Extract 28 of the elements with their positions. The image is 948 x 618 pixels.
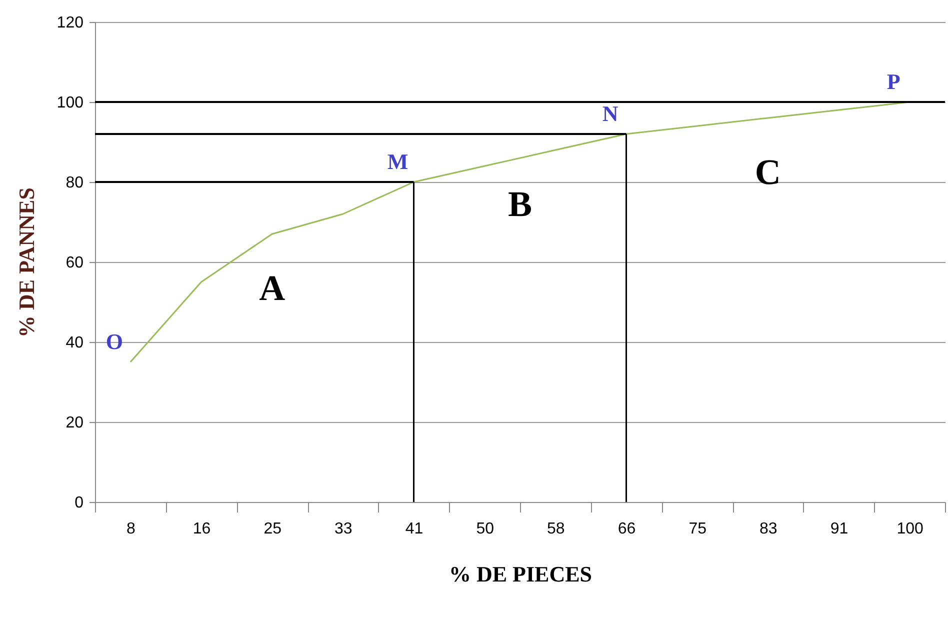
x-tick-label: 75 xyxy=(688,520,707,538)
annotation: A xyxy=(259,268,286,308)
y-tick-label: 120 xyxy=(56,14,84,32)
x-tick-label: 83 xyxy=(760,520,778,538)
annotation: B xyxy=(508,184,532,224)
annotation: N xyxy=(602,101,618,126)
x-tick-label: 50 xyxy=(476,520,494,538)
x-tick-label: 100 xyxy=(896,520,924,538)
annotation: M xyxy=(387,149,408,174)
y-tick-label: 40 xyxy=(66,334,84,352)
y-tick-label: 80 xyxy=(66,174,84,192)
y-axis-title: % DE PANNES xyxy=(14,188,39,338)
annotation: C xyxy=(754,152,781,192)
x-tick-label: 91 xyxy=(830,520,848,538)
y-tick-label: 20 xyxy=(66,414,84,432)
y-tick-label: 60 xyxy=(66,254,84,272)
x-tick-label: 8 xyxy=(126,520,136,538)
x-tick-label: 25 xyxy=(264,520,282,538)
annotation: P xyxy=(886,69,900,94)
x-tick-label: 58 xyxy=(547,520,565,538)
x-tick-label: 66 xyxy=(618,520,636,538)
y-tick-label: 100 xyxy=(56,94,84,112)
x-tick-label: 16 xyxy=(192,520,211,538)
y-tick-label: 0 xyxy=(74,494,84,512)
x-tick-label: 33 xyxy=(334,520,352,538)
annotation: O xyxy=(106,329,123,354)
x-tick-label: 41 xyxy=(405,520,424,538)
x-axis-title: % DE PIECES xyxy=(448,562,592,586)
